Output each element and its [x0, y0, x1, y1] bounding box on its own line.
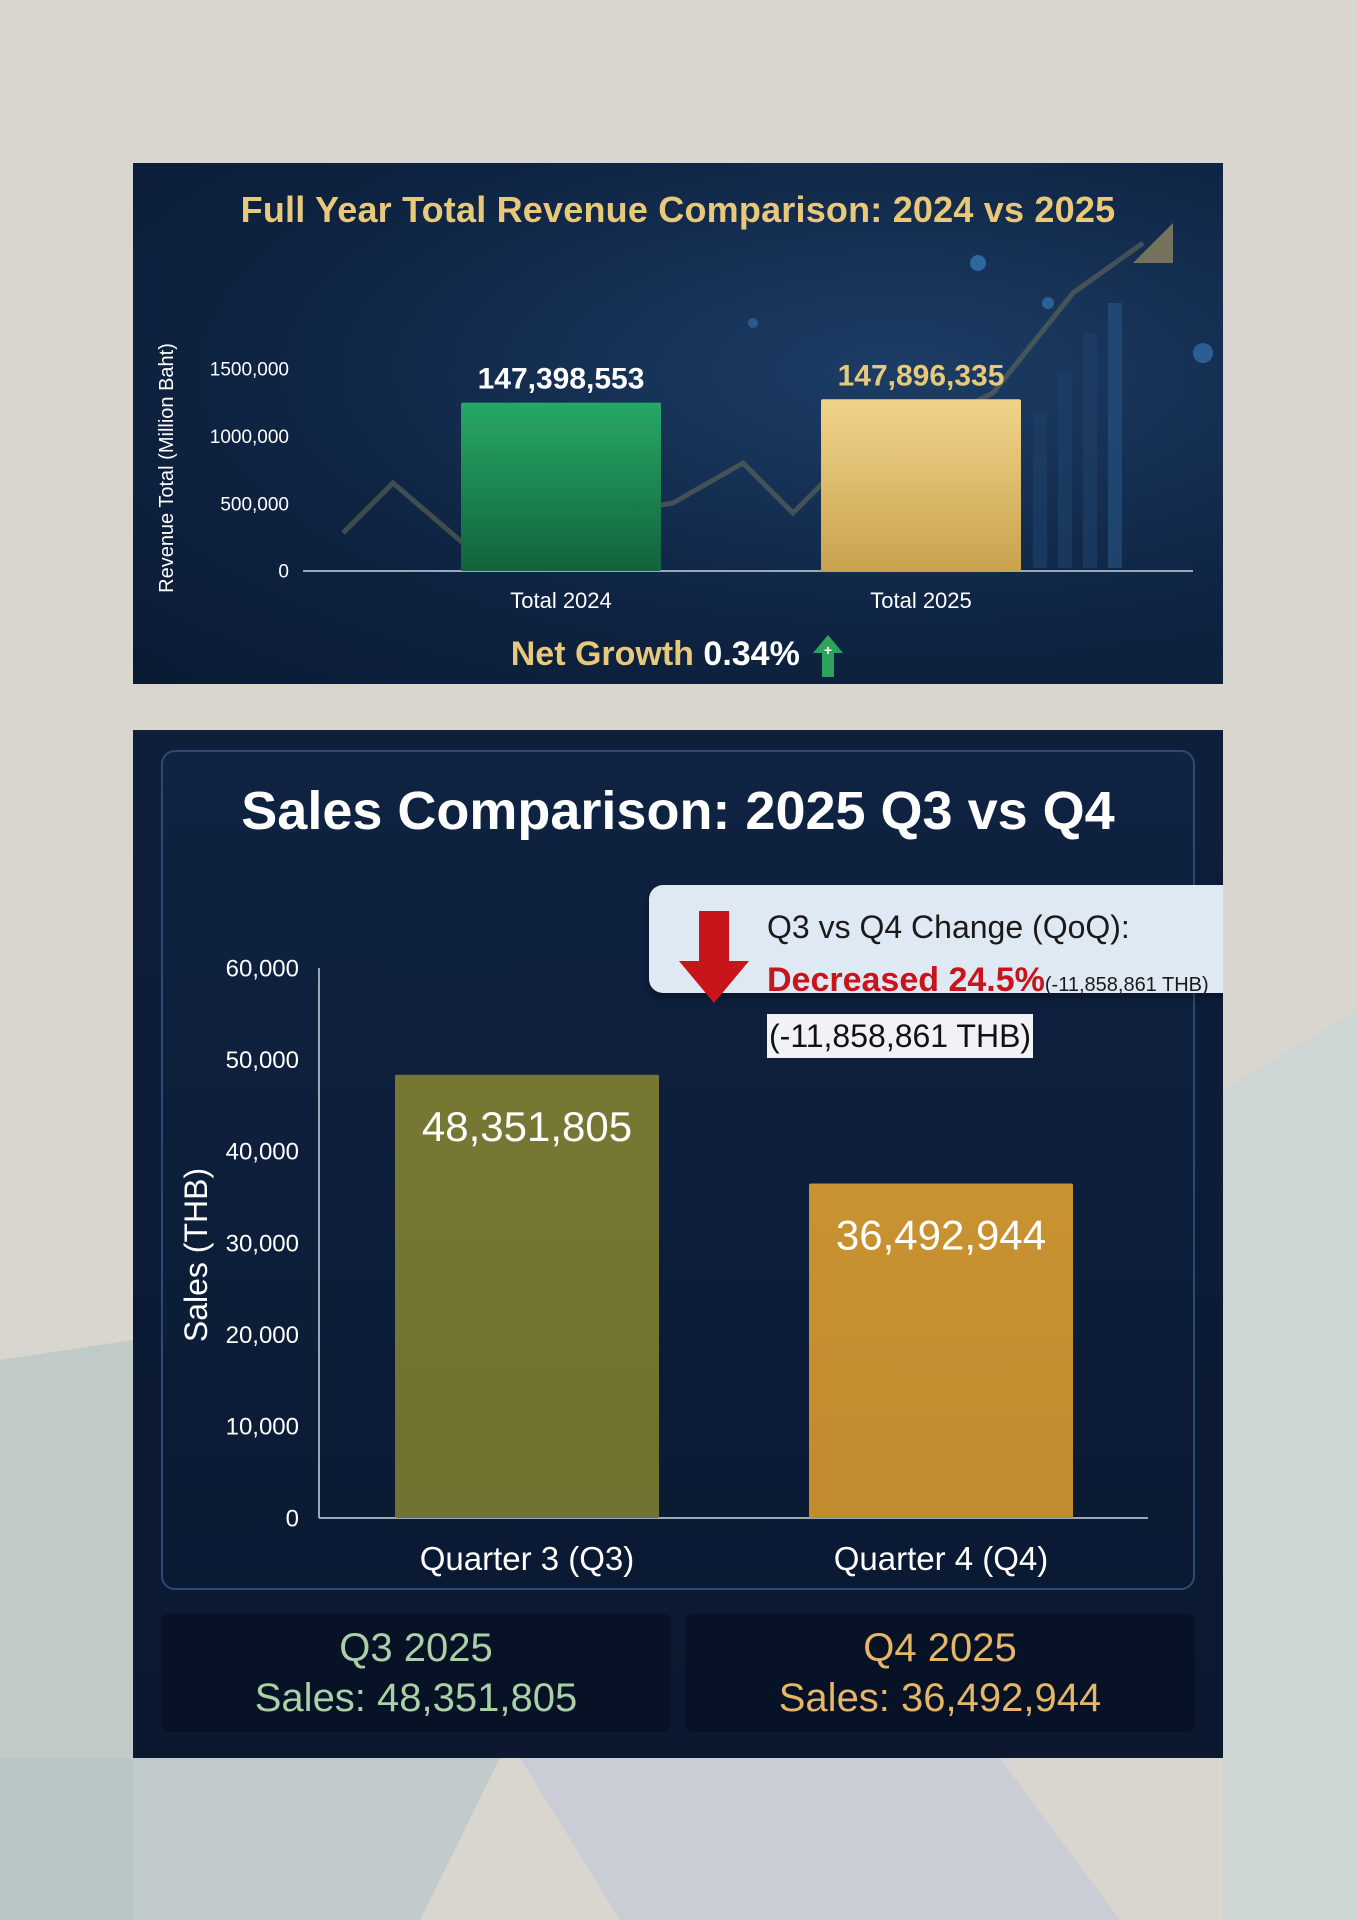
- y-tick-label: 10,000: [226, 1414, 299, 1441]
- decrease-amount-tag: (-11,858,861 THB): [767, 1014, 1034, 1058]
- bar-2: [821, 399, 1021, 571]
- sales-bar-chart: Sales (THB) 0 10,000 20,000 30,000 40,000 50,…: [178, 955, 1148, 1577]
- x-tick-label: Total 2025: [870, 588, 972, 613]
- x-tick-label: Quarter 3 (Q3): [420, 1540, 635, 1577]
- bar-data-label: 147,896,335: [838, 359, 1005, 392]
- sales-comparison-panel: Sales Comparison: 2025 Q3 vs Q4 Sales (T…: [133, 730, 1223, 1758]
- y-tick-label: 1000,000: [210, 427, 289, 448]
- bar-2: [809, 1183, 1073, 1518]
- bar-1: [395, 1074, 659, 1518]
- q3-summary-card: Q3 2025 Sales: 48,351,805: [161, 1614, 671, 1732]
- y-tick-label: 30,000: [226, 1230, 299, 1257]
- bar-data-label: 48,351,805: [422, 1103, 632, 1150]
- bar-1: [461, 402, 661, 571]
- svg-text:+: +: [824, 642, 832, 658]
- revenue-bar-chart: Revenue Total (Million Baht) 0 500,000 100…: [156, 343, 1193, 613]
- q4-title: Q4 2025: [863, 1626, 1017, 1670]
- chart-title: Sales Comparison: 2025 Q3 vs Q4: [241, 781, 1115, 841]
- callout-heading: Q3 vs Q4 Change (QoQ):: [767, 909, 1130, 945]
- chart-title: Full Year Total Revenue Comparison: 2024…: [240, 189, 1116, 230]
- x-tick-label: Quarter 4 (Q4): [834, 1540, 1049, 1577]
- q4-summary-card: Q4 2025 Sales: 36,492,944: [685, 1614, 1195, 1732]
- y-tick-label: 0: [278, 562, 289, 583]
- bar-data-label: 147,398,553: [478, 363, 645, 396]
- x-tick-label: Total 2024: [510, 588, 612, 613]
- q3-title: Q3 2025: [339, 1626, 493, 1670]
- background-trend-graphic: [341, 223, 1213, 568]
- y-tick-label: 1500,000: [210, 360, 289, 381]
- y-tick-label: 500,000: [220, 494, 289, 515]
- y-tick-label: 0: [286, 1505, 299, 1532]
- y-tick-label: 50,000: [226, 1047, 299, 1074]
- net-growth: Net Growth 0.34% +: [133, 633, 1223, 679]
- decrease-amount: (-11,858,861 THB): [1044, 974, 1209, 996]
- y-tick-label: 40,000: [226, 1139, 299, 1166]
- growth-up-arrow-icon: +: [813, 635, 844, 677]
- decrease-percent: Decreased 24.5%: [767, 961, 1045, 999]
- bar-data-label: 36,492,944: [836, 1211, 1046, 1258]
- net-growth-label: Net Growth: [510, 634, 704, 673]
- callout-decrease: Decreased 24.5%(-11,858,861 THB): [767, 961, 1209, 1000]
- down-arrow-icon: [679, 911, 749, 1003]
- y-axis-label: Revenue Total (Million Baht): [156, 343, 178, 593]
- q3-sales: Sales: 48,351,805: [254, 1676, 578, 1720]
- net-growth-value: 0.34%: [703, 634, 800, 673]
- y-axis-label: Sales (THB): [178, 1168, 214, 1342]
- qoq-change-callout: Q3 vs Q4 Change (QoQ): Decreased 24.5%(-…: [649, 885, 1223, 1003]
- revenue-comparison-panel: Full Year Total Revenue Comparison: 2024…: [133, 163, 1223, 684]
- y-tick-label: 60,000: [226, 955, 299, 982]
- y-tick-label: 20,000: [226, 1322, 299, 1349]
- q4-sales: Sales: 36,492,944: [778, 1676, 1102, 1720]
